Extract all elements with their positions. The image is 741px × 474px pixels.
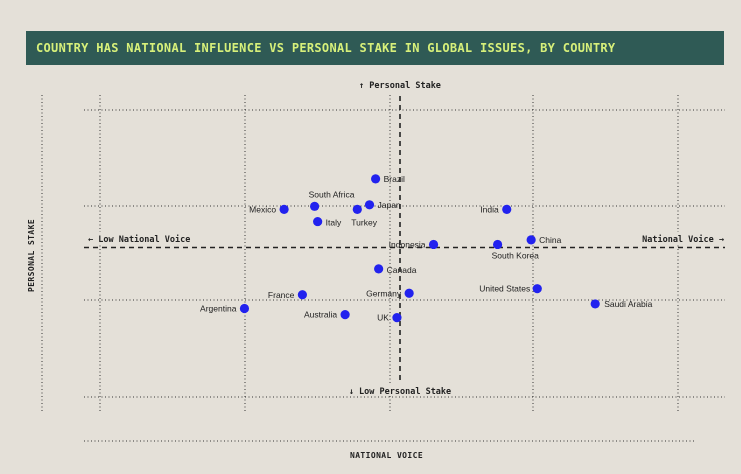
x-axis-label: NATIONAL VOICE xyxy=(350,451,424,460)
point-label: Mexico xyxy=(249,204,276,214)
point-label: Turkey xyxy=(351,217,377,227)
data-point xyxy=(428,239,439,250)
point-label: Italy xyxy=(326,218,342,228)
data-point xyxy=(493,239,503,250)
data-point xyxy=(310,201,320,211)
point-label: Saudi Arabia xyxy=(604,299,652,309)
point-label: France xyxy=(268,290,295,300)
data-point xyxy=(392,313,402,323)
data-point xyxy=(297,290,307,300)
point-label: China xyxy=(539,235,561,245)
data-point xyxy=(340,310,350,320)
data-point xyxy=(502,204,512,214)
chart-title-bar: COUNTRY HAS NATIONAL INFLUENCE VS PERSON… xyxy=(26,31,724,65)
quadrant-label-top: ↑ Personal Stake xyxy=(359,81,441,91)
quadrant-label-bottom: ↓ Low Personal Stake xyxy=(349,387,451,397)
data-point xyxy=(590,299,600,309)
point-label: Canada xyxy=(387,265,417,275)
quadrant-label-left: ← Low National Voice xyxy=(88,234,190,245)
point-label: Argentina xyxy=(200,304,237,314)
point-label: United States xyxy=(479,284,530,294)
point-label: Australia xyxy=(304,310,337,320)
data-point xyxy=(526,235,536,245)
point-label: Indonesia xyxy=(389,239,426,249)
point-label: South Africa xyxy=(309,189,355,199)
point-label: Brazil xyxy=(384,174,405,184)
data-point xyxy=(239,303,250,314)
data-point xyxy=(371,174,381,184)
data-point xyxy=(374,264,384,274)
quadrant-label-right: National Voice → xyxy=(642,234,724,245)
data-point xyxy=(313,216,323,227)
label-bg xyxy=(86,232,202,244)
label-bg xyxy=(630,232,726,244)
data-point xyxy=(404,288,414,298)
chart-title: COUNTRY HAS NATIONAL INFLUENCE VS PERSON… xyxy=(36,41,616,55)
data-point xyxy=(364,200,375,210)
point-label: Germany xyxy=(366,288,402,298)
point-label: South Korea xyxy=(492,250,540,260)
data-point xyxy=(279,204,289,214)
label-bg xyxy=(352,78,448,90)
y-axis-label: PERSONAL STAKE xyxy=(27,218,36,292)
point-label: Japan xyxy=(378,200,401,210)
point-label: India xyxy=(480,204,499,214)
data-point xyxy=(532,284,542,294)
label-bg xyxy=(342,384,458,396)
data-point xyxy=(352,204,362,214)
point-label: UK xyxy=(377,313,389,323)
